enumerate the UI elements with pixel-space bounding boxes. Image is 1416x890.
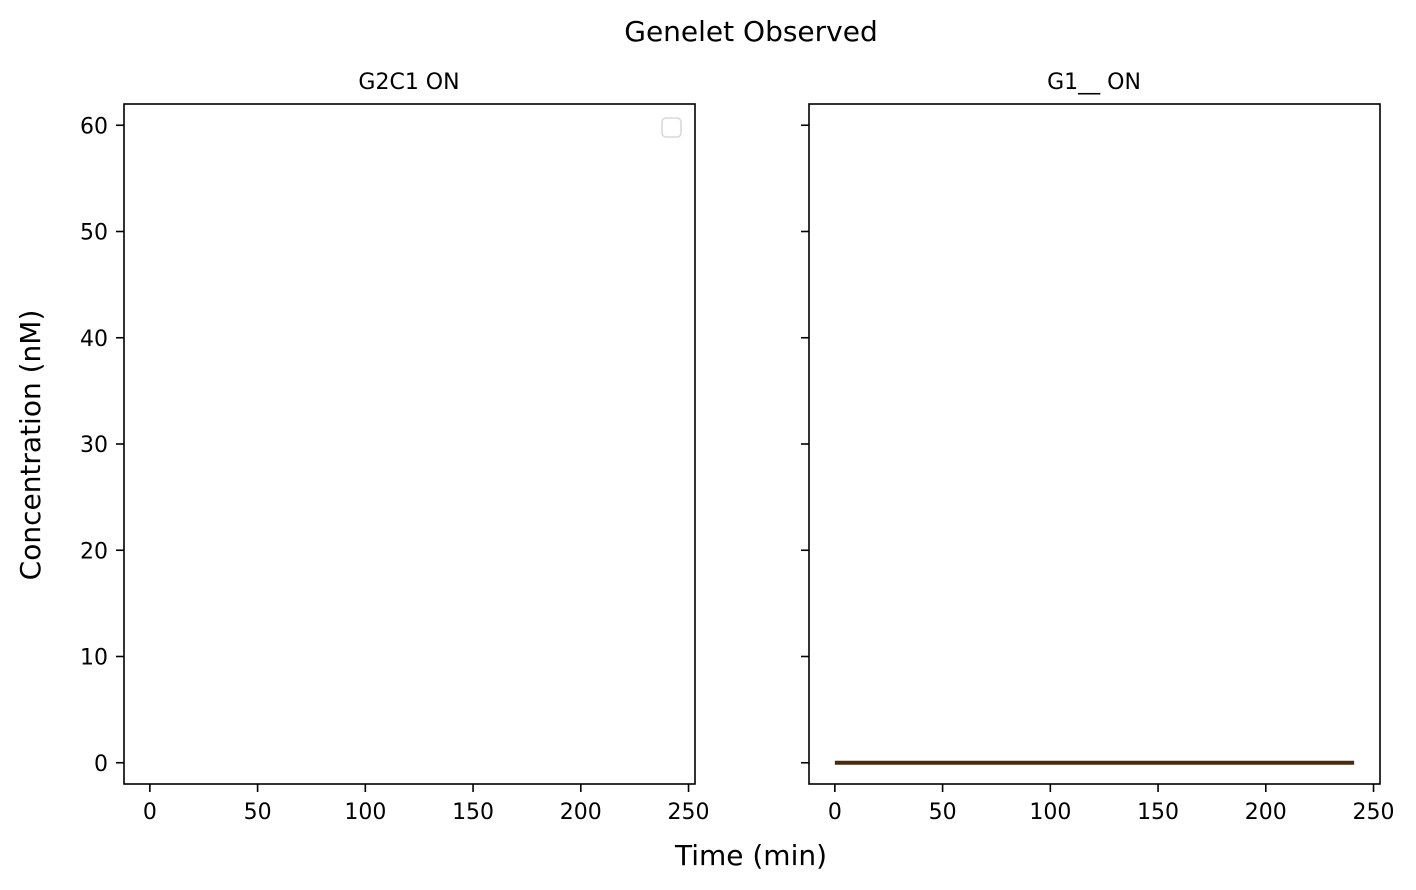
y-tick-label: 20 [80, 539, 108, 564]
x-tick-label: 200 [1245, 800, 1287, 825]
x-tick-label: 100 [344, 800, 386, 825]
x-tick-label: 50 [244, 800, 272, 825]
y-tick-label: 60 [80, 114, 108, 139]
axes-frame [123, 103, 696, 785]
figure-title: Genelet Observed [624, 15, 878, 48]
subplot-title: G2C1 ON [358, 70, 459, 95]
y-tick-label: 0 [94, 752, 108, 777]
y-tick-label: 50 [80, 221, 108, 246]
x-tick-label: 250 [668, 800, 710, 825]
x-tick-label: 50 [929, 800, 957, 825]
subplot-g2c1-on: G2C1 ON 0 50 100 150 200 250 0 10 20 30 40 50 60 [80, 70, 710, 825]
legend-box [661, 117, 682, 138]
subplot-g1-on: G1__ ON 0 50 100 150 200 250 [801, 70, 1395, 825]
x-tick-label: 100 [1029, 800, 1071, 825]
x-tick-label: 200 [560, 800, 602, 825]
y-tick-label: 30 [80, 433, 108, 458]
x-tick-label: 150 [452, 800, 494, 825]
x-tick-label: 0 [828, 800, 842, 825]
x-tick-label: 150 [1137, 800, 1179, 825]
subplot-title: G1__ ON [1047, 70, 1141, 95]
x-tick-label: 250 [1353, 800, 1395, 825]
x-axis-label: Time (min) [674, 839, 827, 872]
axes-frame [808, 103, 1381, 785]
y-axis-label: Concentration (nM) [14, 310, 47, 581]
x-tick-label: 0 [143, 800, 157, 825]
y-tick-label: 10 [80, 646, 108, 671]
y-tick-label: 40 [80, 327, 108, 352]
